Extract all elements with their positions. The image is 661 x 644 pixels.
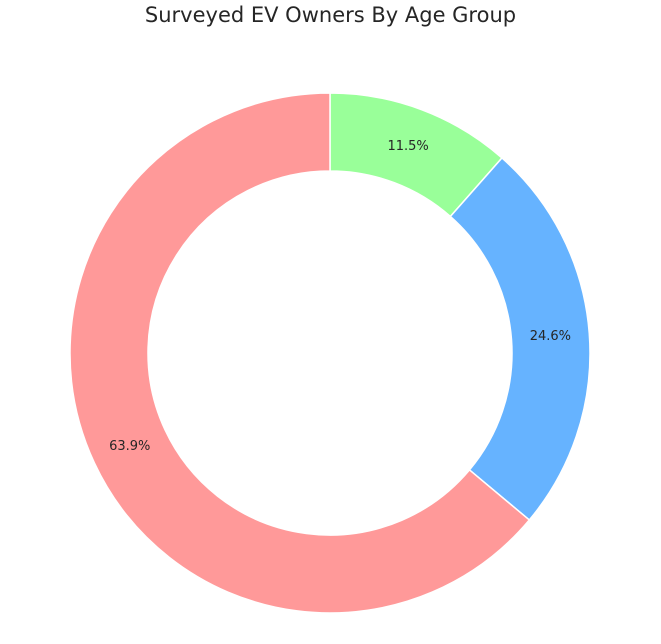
- slice-label-1: 24.6%: [530, 329, 571, 344]
- donut-slice-2: [69, 92, 531, 614]
- slice-label-2: 63.9%: [109, 439, 150, 454]
- slice-labels: 11.5% 24.6% 63.9%: [109, 139, 571, 454]
- slice-label-0: 11.5%: [387, 139, 428, 154]
- chart-title: Surveyed EV Owners By Age Group: [144, 3, 517, 27]
- donut-slices: [69, 92, 591, 614]
